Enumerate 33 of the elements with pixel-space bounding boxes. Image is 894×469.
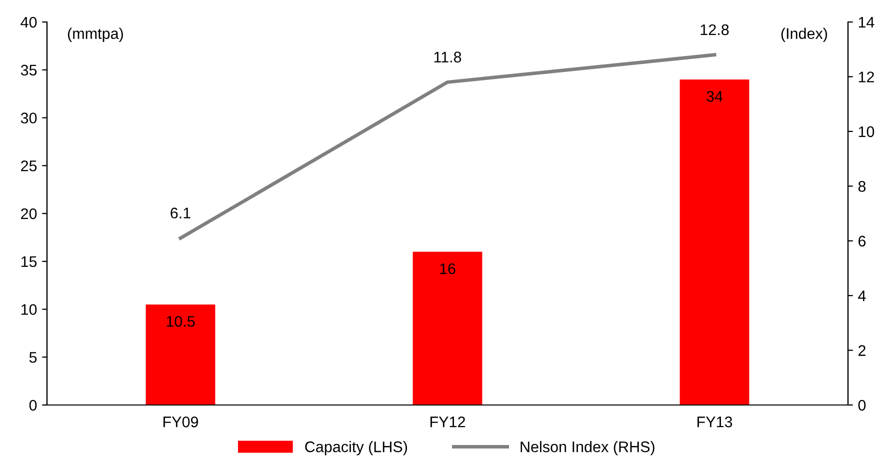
x-tick-label: FY13 (697, 416, 732, 428)
y-tick-label: 30 (20, 112, 37, 124)
y2-tick-label: 14 (858, 17, 874, 28)
bar (146, 304, 216, 405)
x-tick-label: FY09 (163, 416, 198, 428)
y-tick-label: 0 (29, 400, 37, 411)
data-label: 11.8 (434, 52, 462, 62)
legend-label: Nelson Index (RHS) (520, 441, 654, 456)
bar (412, 252, 482, 405)
y2-tick-label: 0 (858, 400, 866, 411)
x-tick-label: FY12 (430, 416, 465, 428)
y-tick-label: 25 (21, 160, 37, 172)
y2-tick-label: 12 (858, 72, 874, 82)
y2-tick-label: 6 (858, 236, 866, 247)
y-tick-label: 15 (21, 256, 37, 268)
data-label: 16 (440, 263, 456, 274)
data-label: 6.1 (170, 208, 190, 218)
data-label: 12.8 (700, 24, 729, 36)
y-tick-label: 40 (20, 16, 37, 28)
y2-axis-title: (Index) (781, 28, 828, 42)
data-label: 10.5 (166, 316, 195, 327)
data-label: 34 (706, 90, 723, 102)
y2-tick-label: 10 (858, 126, 874, 138)
y2-tick-label: 4 (858, 290, 866, 302)
y-tick-label: 5 (29, 352, 37, 363)
y2-tick-label: 8 (858, 181, 866, 192)
bar (680, 79, 750, 405)
y-axis-title: (mmtpa) (68, 28, 123, 42)
y2-tick-label: 2 (858, 345, 866, 356)
y-tick-label: 35 (20, 64, 37, 76)
y-tick-label: 20 (21, 208, 37, 220)
y-tick-label: 10 (21, 304, 37, 315)
legend-label: Capacity (LHS) (305, 441, 408, 456)
